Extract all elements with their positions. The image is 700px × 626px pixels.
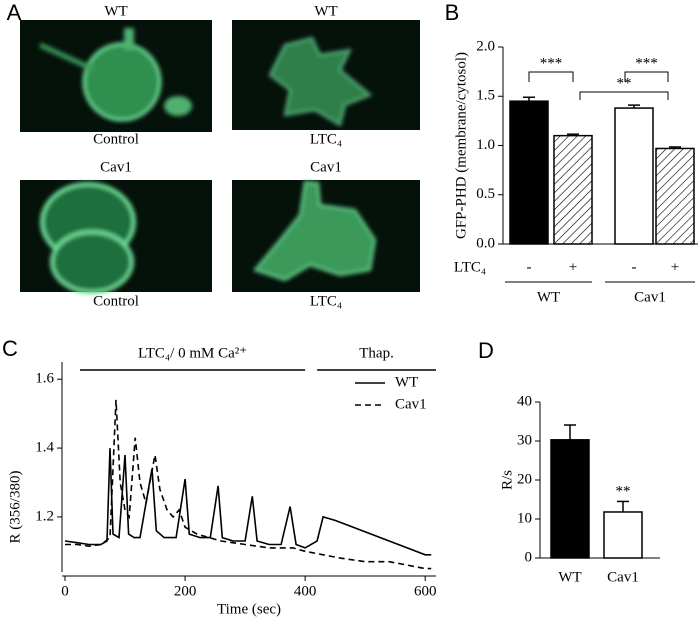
panel-letter: C bbox=[2, 336, 18, 361]
y-tick-label: 0.0 bbox=[476, 235, 495, 251]
x-tick-label: 400 bbox=[294, 583, 317, 599]
image-label: WT bbox=[104, 3, 127, 19]
panel-letter: A bbox=[7, 0, 22, 25]
y-tick-label: 1.6 bbox=[35, 371, 54, 387]
bar bbox=[509, 100, 549, 245]
x-tick-label: + bbox=[671, 259, 679, 275]
bar bbox=[550, 439, 590, 559]
bar bbox=[553, 134, 593, 245]
image-label: LTC₄ bbox=[310, 293, 342, 309]
legend-label: WT bbox=[395, 374, 418, 390]
y-axis-label: R (356/380) bbox=[7, 471, 23, 544]
y-tick-label: 20 bbox=[517, 471, 532, 487]
y-tick-label: 1.0 bbox=[476, 137, 495, 153]
y-tick-label: 10 bbox=[517, 510, 532, 526]
image-label: Cav1 bbox=[100, 159, 132, 175]
legend-label: Cav1 bbox=[395, 396, 427, 412]
x-tick-label: + bbox=[569, 259, 577, 275]
image-label: Control bbox=[93, 131, 139, 147]
y-tick-label: 1.5 bbox=[476, 88, 495, 104]
bar bbox=[614, 107, 654, 245]
panel-letter: D bbox=[478, 338, 494, 363]
y-axis-label: GFP-PHD (membrane/cytosol) bbox=[453, 52, 469, 239]
x-tick-label: - bbox=[632, 259, 637, 275]
cell bbox=[38, 28, 192, 122]
y-tick-label: 30 bbox=[517, 432, 532, 448]
significance-label: ** bbox=[616, 483, 631, 499]
y-tick-label: 0 bbox=[525, 549, 533, 565]
cell bbox=[40, 182, 136, 294]
y-tick-label: 1.4 bbox=[35, 440, 54, 456]
panel-letter: B bbox=[445, 0, 460, 25]
image-label: WT bbox=[314, 3, 337, 19]
y-tick-label: 0.5 bbox=[476, 186, 495, 202]
group-label: Cav1 bbox=[634, 289, 666, 305]
bar bbox=[655, 147, 695, 245]
y-tick-label: 1.2 bbox=[35, 508, 54, 524]
x-tick-label: Cav1 bbox=[607, 569, 639, 585]
y-tick-label: 40 bbox=[517, 393, 532, 409]
cell bbox=[253, 180, 377, 282]
x-tick-label: - bbox=[527, 259, 532, 275]
y-tick-label: 2.0 bbox=[476, 38, 495, 54]
cell bbox=[268, 36, 372, 127]
group-label: WT bbox=[537, 289, 560, 305]
image-label: LTC₄ bbox=[310, 131, 342, 147]
micrographs bbox=[20, 20, 420, 294]
significance-label: ** bbox=[617, 75, 632, 91]
x-tick-label: WT bbox=[558, 569, 581, 585]
trace bbox=[64, 448, 432, 556]
x-tick-label: 0 bbox=[61, 583, 69, 599]
bar bbox=[603, 511, 643, 559]
significance-label: *** bbox=[540, 55, 563, 71]
image-label: Control bbox=[93, 293, 139, 309]
x-axis-label: Time (sec) bbox=[217, 601, 281, 617]
significance-bracket bbox=[624, 71, 669, 82]
image-label: Cav1 bbox=[310, 159, 342, 175]
y-axis-label: R/s bbox=[499, 470, 515, 490]
x-tick-label: 600 bbox=[414, 583, 437, 599]
x-tick-label: 200 bbox=[174, 583, 197, 599]
trace bbox=[65, 399, 432, 570]
period-label: Thap. bbox=[359, 345, 394, 361]
period-label: LTC₄/ 0 mM Ca²⁺ bbox=[138, 345, 247, 361]
significance-bracket bbox=[579, 91, 669, 100]
significance-bracket bbox=[528, 71, 574, 82]
significance-label: *** bbox=[635, 55, 658, 71]
row-label: LTC₄ bbox=[454, 259, 486, 275]
